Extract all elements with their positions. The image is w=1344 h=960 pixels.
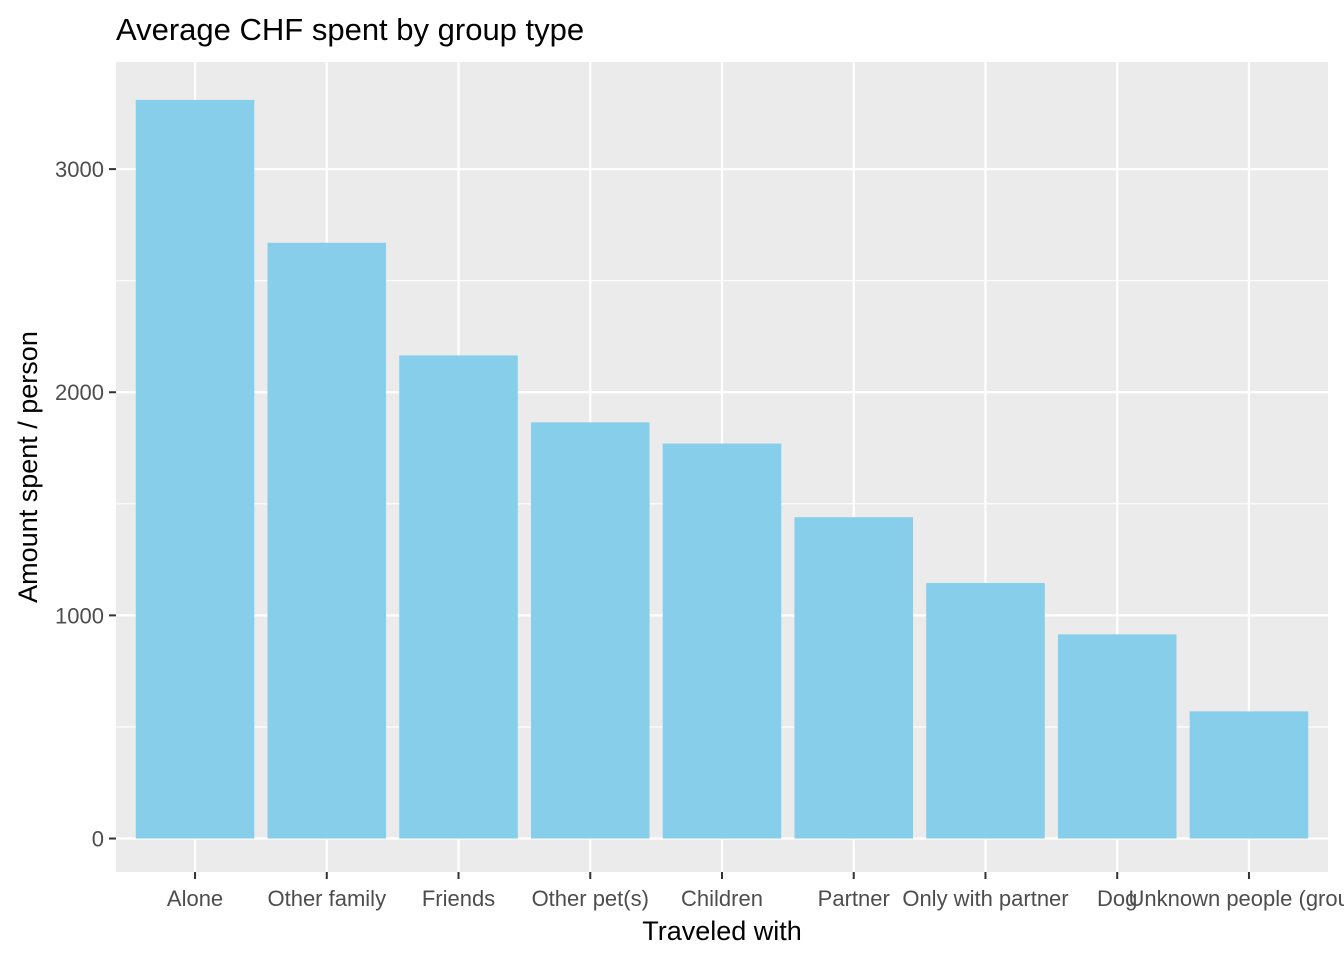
bar [926, 583, 1045, 839]
y-axis-ticks: 0 1000 2000 3000 [55, 157, 116, 852]
bar [135, 99, 255, 839]
y-tick-label: 3000 [55, 157, 104, 182]
x-tick-label: Alone [167, 886, 223, 911]
x-tick-label: Only with partner [902, 886, 1068, 911]
x-axis-title: Traveled with [642, 916, 802, 946]
chart-title: Average CHF spent by group type [116, 12, 584, 47]
x-axis-ticks: Alone Other family Friends Other pet(s) Chil… [167, 872, 1344, 911]
bar [399, 355, 518, 839]
x-tick-label: Unknown people (group) [1128, 886, 1344, 911]
x-tick-label: Dog [1097, 886, 1137, 911]
x-tick-label: Children [681, 886, 763, 911]
y-axis-title: Amount spent / person [13, 331, 43, 603]
y-tick-label: 0 [92, 827, 104, 852]
x-tick-label: Partner [818, 886, 890, 911]
y-tick-label: 2000 [55, 380, 104, 405]
y-tick-label: 1000 [55, 603, 104, 628]
x-tick-label: Other family [267, 886, 386, 911]
bar [1057, 634, 1177, 839]
x-tick-label: Friends [422, 886, 495, 911]
bar [1189, 711, 1309, 839]
bar [267, 242, 387, 839]
x-tick-label: Other pet(s) [532, 886, 649, 911]
bar [794, 517, 914, 839]
bar [530, 422, 650, 839]
bars [135, 99, 1309, 839]
bar [662, 443, 782, 839]
